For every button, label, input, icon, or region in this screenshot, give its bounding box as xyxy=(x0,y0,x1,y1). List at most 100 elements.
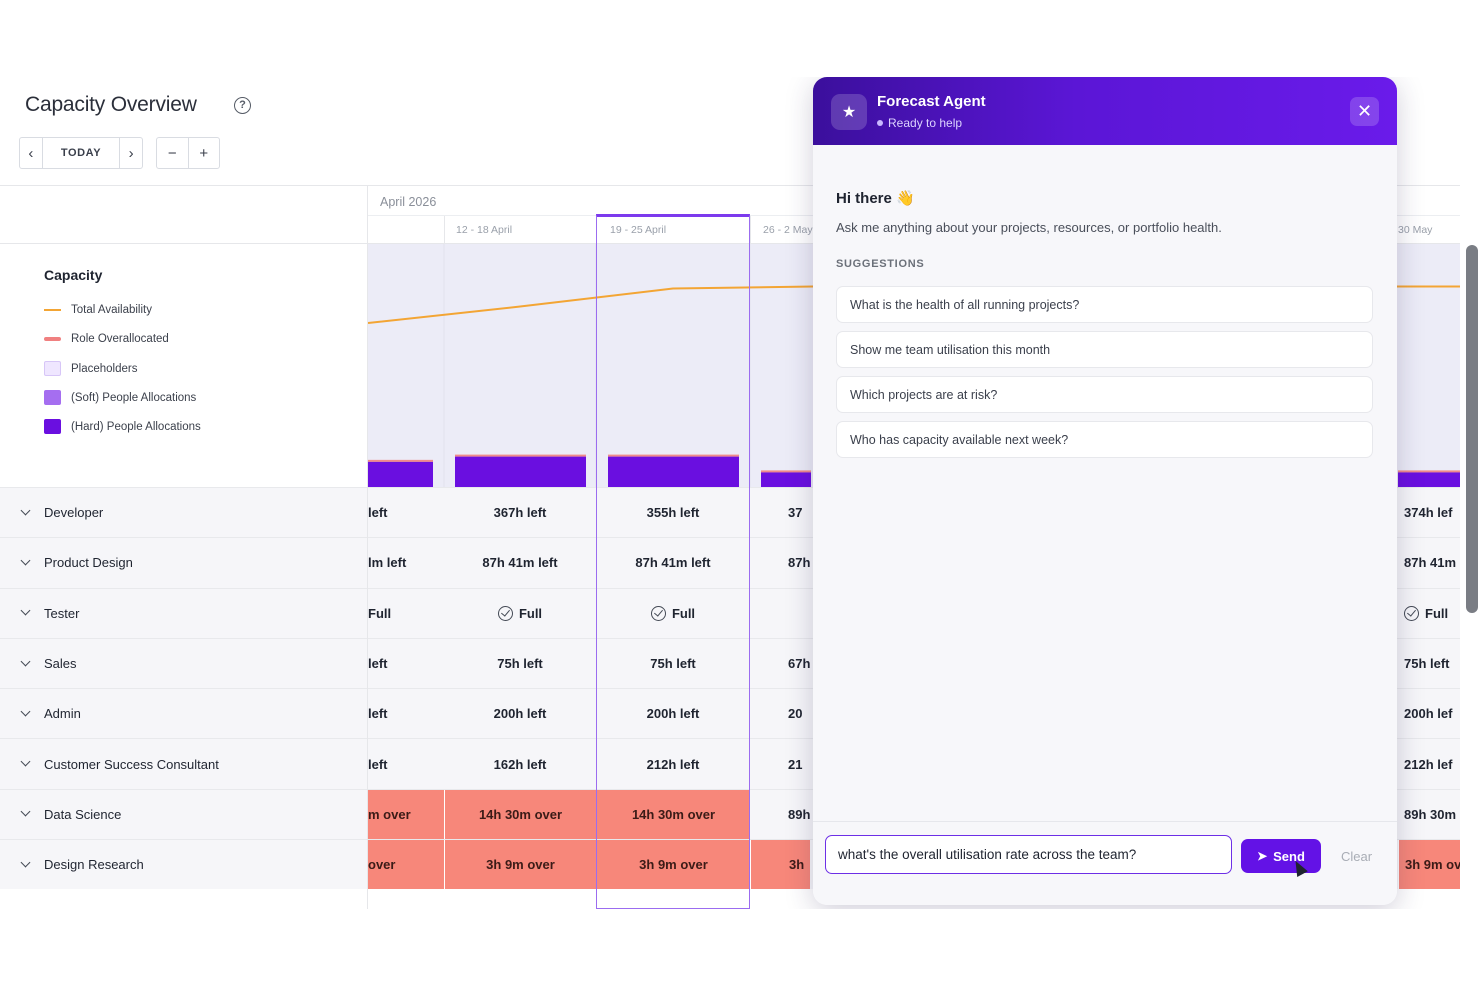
week-label: 30 May xyxy=(1398,224,1433,236)
chevron-down-icon[interactable] xyxy=(20,859,32,871)
role-label: Design Research xyxy=(44,857,144,873)
today-button[interactable]: TODAY xyxy=(60,147,102,159)
suggestion-button[interactable]: Show me team utilisation this month xyxy=(836,331,1373,368)
capacity-cell[interactable]: 87h xyxy=(750,538,810,587)
capacity-cell[interactable]: 3h 9m over xyxy=(596,840,750,890)
date-navigation: ‹ TODAY › xyxy=(19,137,143,169)
capacity-cell[interactable]: 355h left xyxy=(596,488,750,537)
capacity-cell[interactable]: 87h 41m l xyxy=(1398,538,1460,587)
role-row[interactable]: Tester xyxy=(0,587,367,638)
capacity-cell[interactable]: 87h 41m left xyxy=(596,538,750,587)
capacity-cell[interactable]: 89h 30m l xyxy=(1398,790,1460,839)
capacity-cell-value: 87h 41m left xyxy=(635,555,711,571)
status-dot-icon xyxy=(877,120,883,126)
chart-hard-allocation-bar xyxy=(368,461,433,487)
suggestion-button[interactable]: Which projects are at risk? xyxy=(836,376,1373,413)
capacity-cell[interactable]: 89h xyxy=(750,790,810,839)
capacity-cell[interactable]: 3h 9m over xyxy=(444,840,596,890)
chevron-left-icon[interactable]: ‹ xyxy=(28,144,34,162)
capacity-cell[interactable]: Full xyxy=(368,589,444,638)
legend-item-placeholders: Placeholders xyxy=(44,361,137,376)
help-circle-icon[interactable]: ? xyxy=(234,97,251,114)
capacity-cell[interactable]: lm left xyxy=(368,538,444,587)
role-row[interactable]: Developer xyxy=(0,487,367,538)
capacity-cell-value: 162h left xyxy=(493,756,547,772)
chevron-down-icon[interactable] xyxy=(20,758,32,770)
chevron-down-icon[interactable] xyxy=(20,507,32,519)
capacity-cell[interactable]: 75h left xyxy=(444,639,596,688)
role-row[interactable]: Data Science xyxy=(0,788,367,840)
week-divider xyxy=(750,216,751,245)
suggestion-button[interactable]: Who has capacity available next week? xyxy=(836,421,1373,458)
capacity-cell[interactable]: 21 xyxy=(750,739,810,788)
capacity-cell[interactable]: 3h xyxy=(750,840,810,890)
send-arrow-icon: ➤ xyxy=(1257,849,1268,863)
capacity-cell[interactable]: Full xyxy=(444,589,596,638)
capacity-cell-value: 87h 41m left xyxy=(482,555,558,571)
chevron-down-icon[interactable] xyxy=(20,808,32,820)
role-label: Developer xyxy=(44,505,104,521)
capacity-cell[interactable]: left xyxy=(368,689,444,738)
capacity-cell[interactable]: left xyxy=(368,488,444,537)
capacity-cell[interactable]: Full xyxy=(1398,589,1460,638)
capacity-cell[interactable]: 75h left xyxy=(1398,639,1460,688)
chevron-down-icon[interactable] xyxy=(20,607,32,619)
close-icon[interactable]: ✕ xyxy=(1350,97,1379,126)
capacity-cell[interactable]: 200h left xyxy=(444,689,596,738)
capacity-cell[interactable]: left xyxy=(368,639,444,688)
vertical-scrollbar[interactable] xyxy=(1466,245,1478,613)
chevron-down-icon[interactable] xyxy=(20,557,32,569)
capacity-cell[interactable]: 212h left xyxy=(596,739,750,788)
chevron-down-icon[interactable] xyxy=(20,708,32,720)
capacity-cell[interactable]: 367h left xyxy=(444,488,596,537)
capacity-cell[interactable]: over xyxy=(368,840,444,890)
capacity-cell-value: 212h lef xyxy=(1404,756,1453,772)
week-divider xyxy=(596,216,597,245)
role-row[interactable]: Admin xyxy=(0,688,367,739)
role-label: Customer Success Consultant xyxy=(44,756,219,772)
role-row[interactable]: Design Research xyxy=(0,839,367,890)
capacity-cell[interactable] xyxy=(750,589,810,638)
capacity-cell-value: 200h left xyxy=(493,706,547,722)
send-button[interactable]: ➤ Send xyxy=(1241,839,1321,873)
zoom-in-button[interactable]: + xyxy=(199,144,209,162)
capacity-cell-value: 200h lef xyxy=(1404,706,1453,722)
capacity-cell[interactable]: 162h left xyxy=(444,739,596,788)
capacity-cell[interactable]: 20 xyxy=(750,689,810,738)
capacity-cell[interactable]: 14h 30m over xyxy=(596,789,750,840)
capacity-cell-value: 75h left xyxy=(497,656,543,672)
suggestion-button[interactable]: What is the health of all running projec… xyxy=(836,286,1373,323)
capacity-cell[interactable]: left xyxy=(368,739,444,788)
zoom-out-button[interactable]: − xyxy=(167,144,177,162)
capacity-cell[interactable]: 374h lef xyxy=(1398,488,1460,537)
capacity-cell-value: 14h 30m over xyxy=(631,806,716,822)
agent-status: Ready to help xyxy=(877,116,962,130)
role-row[interactable]: Customer Success Consultant xyxy=(0,738,367,789)
role-row[interactable]: Sales xyxy=(0,637,367,689)
chat-input[interactable] xyxy=(825,835,1232,874)
page-title: Capacity Overview xyxy=(25,93,197,116)
chevron-right-icon[interactable]: › xyxy=(128,144,134,162)
box-swatch-icon xyxy=(44,419,61,434)
capacity-cell[interactable]: 67h xyxy=(750,639,810,688)
capacity-cell-value: 3h 9m over xyxy=(639,857,708,873)
capacity-cell[interactable]: m over xyxy=(368,789,444,840)
capacity-cell[interactable]: Full xyxy=(596,589,750,638)
capacity-cell[interactable]: 3h 9m ov xyxy=(1398,840,1460,890)
capacity-cell[interactable]: 37 xyxy=(750,488,810,537)
capacity-cell-value: left xyxy=(368,656,388,672)
capacity-cell[interactable]: 14h 30m over xyxy=(444,789,596,840)
capacity-cell[interactable]: 212h lef xyxy=(1398,739,1460,788)
agent-status-text: Ready to help xyxy=(888,116,963,130)
role-row[interactable]: Product Design xyxy=(0,537,367,588)
capacity-cell[interactable]: 200h lef xyxy=(1398,689,1460,738)
clear-button[interactable]: Clear xyxy=(1341,849,1373,864)
pill-swatch-icon xyxy=(44,337,61,341)
capacity-cell[interactable]: 87h 41m left xyxy=(444,538,596,587)
legend-label: (Hard) People Allocations xyxy=(71,420,201,433)
capacity-cell[interactable]: 75h left xyxy=(596,639,750,688)
chevron-down-icon[interactable] xyxy=(20,658,32,670)
capacity-cell-value: 3h xyxy=(789,857,805,873)
capacity-cell[interactable]: 200h left xyxy=(596,689,750,738)
capacity-cell-value: 21 xyxy=(788,756,803,772)
